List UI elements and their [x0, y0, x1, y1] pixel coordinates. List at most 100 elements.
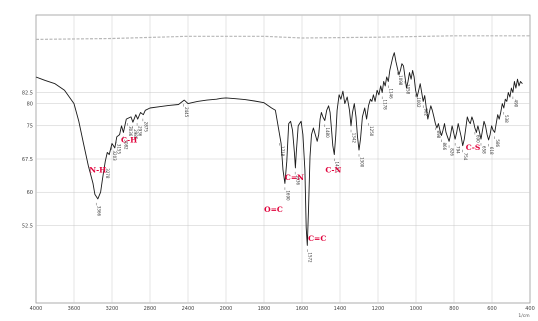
x-tick-label: 3200	[106, 306, 119, 312]
peak-label: 826	[448, 145, 454, 156]
peak-label: 2875	[142, 118, 148, 133]
band-annotation: O=C	[264, 205, 283, 214]
peak-value: 490	[513, 100, 518, 108]
x-axis-unit: 1/cm	[518, 313, 529, 319]
peak-label: 1480	[324, 124, 330, 138]
peak-label: 3082	[123, 136, 129, 150]
x-tick-label: 600	[487, 306, 497, 312]
peak-value: 866	[442, 143, 447, 151]
peak-label: 1342	[350, 129, 356, 144]
peak-value: 3082	[124, 139, 129, 150]
peak-value: 3155	[117, 144, 122, 155]
peak-label: 618	[488, 143, 494, 155]
peak-label: 3203	[111, 147, 117, 161]
peak-label: 898	[435, 127, 441, 139]
peak-value: 538	[504, 115, 509, 123]
peak-value: 1250	[369, 126, 374, 137]
peak-value: 898	[436, 131, 441, 139]
peak-label: 794	[454, 143, 461, 154]
peak-value: 826	[449, 148, 454, 156]
grid-lines	[36, 15, 530, 303]
peak-value: 2985	[133, 129, 138, 140]
peak-label: 1572	[307, 249, 313, 263]
peak-label: 2985	[132, 126, 138, 140]
peak-value: 586	[495, 139, 500, 147]
peak-value: 1002	[416, 97, 421, 108]
peak-label: 3036	[127, 123, 133, 137]
y-tick-label: 75	[27, 124, 33, 130]
peak-label: 866	[441, 139, 447, 151]
spectrum-series	[35, 52, 523, 246]
peak-value: 1058	[405, 84, 410, 95]
peak-label: 658	[480, 143, 486, 154]
y-axis-ticks: 82.5 80 75 67.5 60 52.5	[22, 90, 33, 229]
peak-value: 3366	[97, 206, 102, 217]
peak-value: 1690	[285, 190, 290, 201]
peak-value: 1342	[351, 133, 356, 144]
peak-value: 2875	[143, 122, 148, 133]
peak-value: 3036	[128, 126, 133, 137]
peak-label: 754	[462, 149, 468, 161]
x-tick-label: 400	[525, 306, 535, 312]
peak-label: 3366	[96, 202, 102, 217]
band-annotations: C-H N-H C=N O=C C=C C-N C-S	[89, 136, 480, 243]
y-tick-label: 80	[27, 101, 33, 107]
peak-value: 1098	[398, 75, 403, 86]
x-tick-label: 4000	[30, 306, 43, 312]
peak-value: 2936	[137, 126, 142, 137]
peak-label: 1250	[368, 123, 374, 137]
peak-value: 3278	[105, 168, 110, 179]
peak-label: 1146	[388, 85, 394, 99]
peak-value: 1430	[335, 162, 340, 173]
band-annotation: C=C	[308, 234, 326, 243]
peak-value: 1572	[308, 252, 313, 263]
x-tick-label: 3600	[68, 306, 81, 312]
peak-value: 1718	[280, 146, 285, 157]
band-annotation: C-S	[466, 143, 481, 152]
peak-value: 1146	[389, 88, 394, 99]
spectrum-line	[35, 52, 523, 246]
peak-value: 618	[489, 147, 494, 155]
peak-label: 962	[423, 105, 429, 116]
y-tick-label: 52.5	[22, 223, 33, 229]
band-annotation: N-H	[89, 165, 106, 174]
peak-label: 3155	[116, 140, 122, 155]
x-tick-label: 1400	[334, 306, 347, 312]
peak-label: 690	[474, 131, 480, 143]
peak-label: 1718	[279, 143, 285, 157]
peak-value: 754	[463, 153, 468, 161]
peak-value: 1300	[359, 157, 364, 168]
peak-label: 1430	[334, 158, 340, 173]
peak-label: 1178	[381, 96, 388, 111]
peak-label: 538	[503, 112, 509, 123]
x-tick-label: 2400	[182, 306, 195, 312]
peak-value: 962	[424, 108, 429, 116]
peak-label: 2936	[136, 123, 142, 137]
y-tick-label: 67.5	[22, 157, 33, 163]
peak-value: 1178	[383, 100, 388, 111]
x-tick-label: 1800	[258, 306, 271, 312]
peak-value: 3203	[112, 150, 117, 161]
peak-value: 658	[481, 146, 486, 154]
reference-trace	[35, 35, 530, 40]
x-tick-label: 2000	[220, 306, 233, 312]
band-annotation: C=N	[285, 173, 304, 182]
peak-label: 1300	[358, 154, 364, 168]
x-tick-label: 1000	[410, 306, 423, 312]
peak-value: 1480	[325, 127, 330, 138]
peak-label: 1690	[284, 187, 290, 201]
peak-label: 1098	[397, 72, 403, 86]
x-tick-label: 1200	[372, 306, 385, 312]
peak-value: 2445	[184, 107, 189, 118]
peak-label: 3278	[104, 165, 110, 179]
peak-label: 586	[494, 136, 500, 148]
peak-value: 1636	[296, 175, 301, 186]
band-annotation: C-H	[121, 136, 137, 145]
x-tick-label: 1600	[296, 306, 309, 312]
x-tick-label: 800	[449, 306, 459, 312]
peak-value: 690	[475, 135, 480, 143]
peak-value: 794	[456, 146, 461, 154]
peak-label: 1058	[404, 81, 410, 95]
